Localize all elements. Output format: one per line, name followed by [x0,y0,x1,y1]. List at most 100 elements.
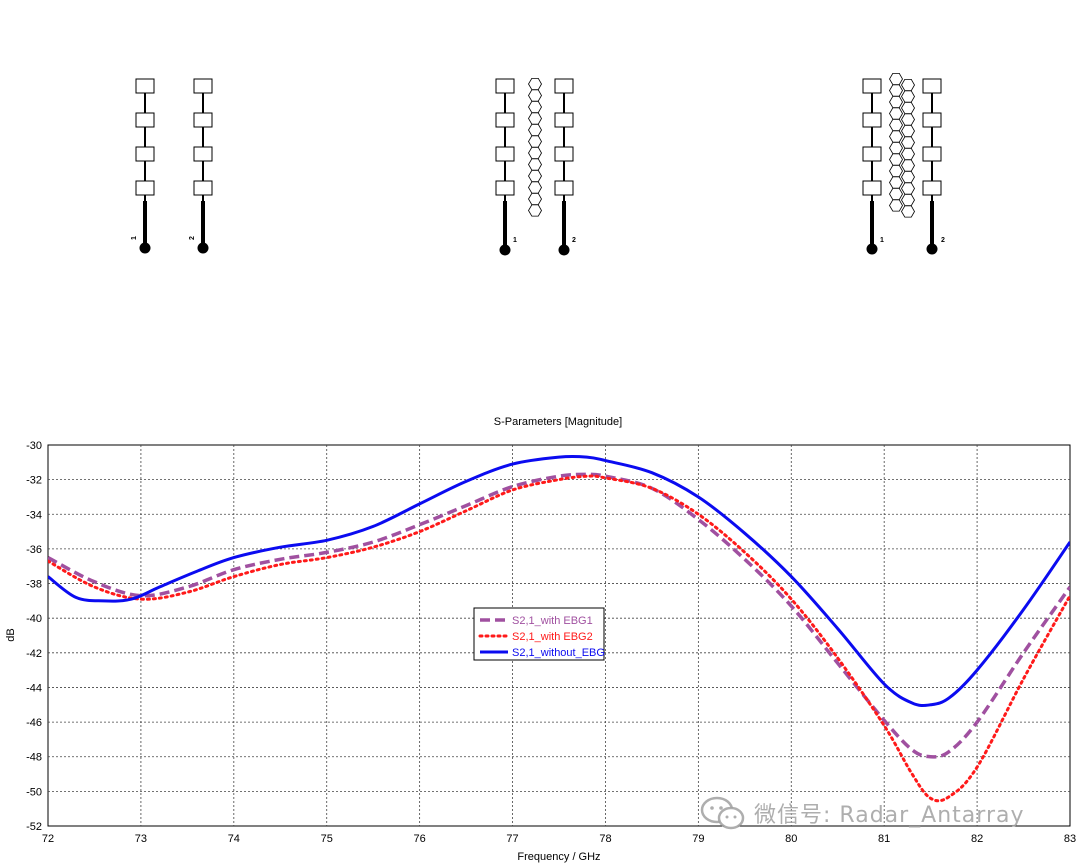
x-tick-label: 82 [971,833,983,845]
s-parameter-chart: S-Parameters [Magnitude] 72 73 74 75 76 77 78 7… [5,416,1076,863]
patch-element [495,180,515,196]
x-tick-label: 73 [135,833,147,845]
ebg-cell [901,102,915,114]
patch-element [922,180,942,196]
patch-element [922,112,942,128]
y-tick-label: -44 [26,682,42,694]
legend-entry: S2,1_without_EBG [512,647,605,659]
patch-element [495,112,515,128]
port-dot [197,242,209,254]
patch-element [554,112,574,128]
ebg-cell [528,101,542,113]
ebg-cell [528,78,542,90]
patch-element [862,78,882,94]
ebg-cell [901,170,915,184]
y-tick-label: -48 [26,752,42,764]
diagram-without-ebg: 1 2 [131,78,213,254]
patch-element [554,78,574,94]
y-tick-label: -32 [26,475,42,487]
port-label-2: 2 [189,236,196,240]
ebg-cell [901,193,915,207]
ebg-cell [901,90,915,103]
series-line-2 [48,474,1070,803]
patch-element [862,112,882,128]
patch-element [135,180,155,196]
diagram-with-ebg1: 1 2 [495,78,576,256]
ebg-cell [889,141,903,155]
port-label-1: 1 [880,237,884,244]
patch-element [862,180,882,196]
patch-element [135,78,155,94]
legend-entry: S2,1_with EBG2 [512,631,593,643]
y-tick-label: -46 [26,717,42,729]
ebg-cell [901,159,915,172]
legend: S2,1_with EBG1 S2,1_with EBG2 S2,1_without… [473,607,605,661]
patch-element [554,146,574,162]
y-tick-label: -50 [26,786,42,798]
port-label-2: 2 [941,237,945,244]
ebg-cell [528,158,542,171]
patch-element [495,146,515,162]
patch-element [495,78,515,94]
patch-element [135,112,155,128]
antenna-layout-diagrams: 1 2 1 2 1 2 [131,73,945,256]
ebg-cell [901,113,915,126]
ebg-cell [528,146,542,160]
ebg-cell [528,181,542,194]
y-tick-label: -42 [26,648,42,660]
ebg-cell [889,199,903,212]
patch-element [135,146,155,162]
port-dot [139,242,151,254]
x-tick-label: 80 [785,833,797,845]
x-tick-labels: 72 73 74 75 76 77 78 79 80 81 82 83 [42,833,1076,845]
patch-element [922,146,942,162]
ebg-cell [889,84,903,97]
ebg-cell [889,73,903,85]
patch-element [193,180,213,196]
x-tick-label: 76 [414,833,426,845]
series-line-3 [48,454,1070,708]
ebg-cell [901,125,915,138]
patch-element [193,78,213,94]
ebg-cell [528,169,542,183]
y-tick-label: -30 [26,440,42,452]
ebg-cell [889,130,903,143]
ebg-cell [528,89,542,102]
ebg-cell [528,204,542,217]
patch-element [862,146,882,162]
y-tick-label: -38 [26,579,42,591]
ebg-cell [901,136,915,149]
ebg-cell [528,135,542,148]
ebg-cell [901,147,915,161]
ebg-cell [528,124,542,137]
y-tick-label: -52 [26,821,42,833]
port-dot [558,244,570,256]
grid-lines [48,445,1070,826]
series-line-1 [48,472,1070,759]
port-label-2: 2 [572,237,576,244]
diagram-with-ebg2: 1 2 [862,73,945,255]
port-dot [926,243,938,255]
x-tick-label: 74 [228,833,240,845]
patch-element [193,146,213,162]
ebg-cell [889,176,903,189]
y-tick-label: -36 [26,544,42,556]
port-dot [499,244,511,256]
port-label-1: 1 [513,237,517,244]
wechat-icon [700,796,745,830]
watermark: 微信号: Radar_Antarray [700,796,1025,830]
y-tick-label: -34 [26,509,42,521]
x-tick-label: 79 [692,833,704,845]
x-tick-label: 75 [321,833,333,845]
port-label-1: 1 [131,236,138,240]
x-tick-label: 83 [1064,833,1076,845]
ebg-cell [889,119,903,132]
patch-element [554,180,574,196]
ebg-cell [889,107,903,120]
ebg-cell [528,192,542,206]
watermark-text: 微信号: Radar_Antarray [754,803,1025,828]
patch-element [922,78,942,94]
ebg-cell [901,79,915,91]
y-tick-labels: -30 -32 -34 -36 -38 -40 -42 -44 -46 -48 -50 -52 [26,440,42,833]
y-tick-label: -40 [26,613,42,625]
